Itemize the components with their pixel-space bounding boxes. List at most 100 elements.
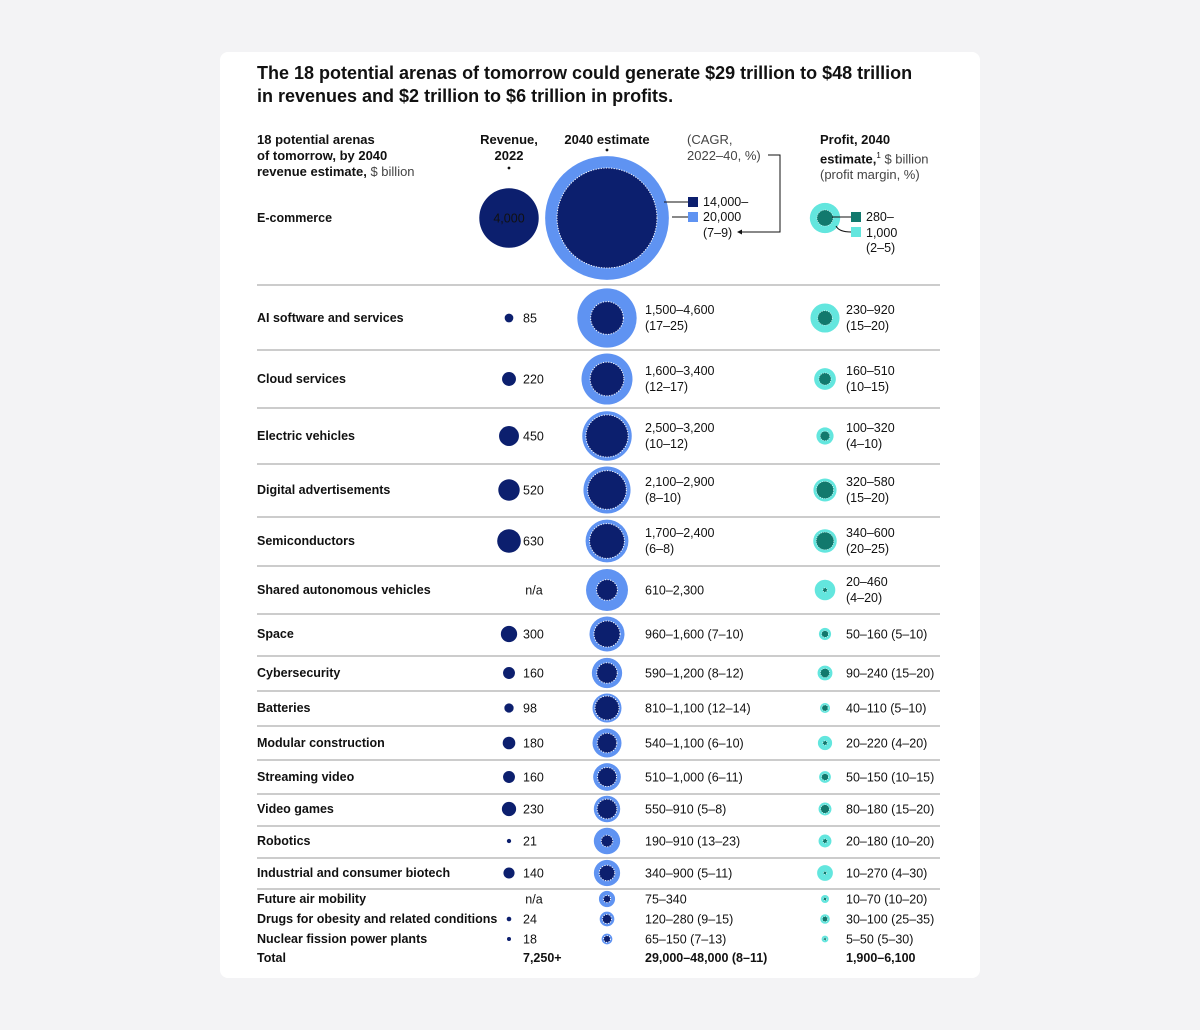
profit-value: 320–580 (846, 475, 895, 489)
profit-value: 10–270 (4–30) (846, 867, 927, 881)
row-label: Digital advertisements (257, 483, 390, 497)
legend-profit-leader-high (835, 225, 852, 233)
profit-value: 160–510 (846, 364, 895, 378)
row-label: Space (257, 627, 294, 641)
estimate-value: 2,500–3,200 (645, 421, 715, 435)
estimate-low-circle (602, 894, 612, 904)
estimate-value: 550–910 (5–8) (645, 803, 726, 817)
chart-title: The 18 potential arenas of tomorrow coul… (257, 63, 913, 106)
estimate-value: 1,600–3,400 (645, 364, 715, 378)
profit-value: 40–110 (5–10) (846, 702, 926, 716)
estimate-low-circle (603, 935, 611, 943)
header-revenue-line2: 2022 (494, 148, 524, 163)
row-label: Future air mobility (257, 892, 366, 906)
estimate-value: 190–910 (13–23) (645, 835, 740, 849)
header-profit-line2: estimate, (820, 151, 877, 167)
legend-cagr-arrowhead (737, 229, 742, 235)
header-cagr-line2: 2022–40, %) (687, 148, 761, 163)
header-arenas: 18 potential arenas of tomorrow, by 2040… (257, 132, 457, 180)
profit-low-circle (823, 937, 827, 941)
legend-profit-swatch-high (851, 227, 861, 237)
row-label: Nuclear fission power plants (257, 932, 427, 946)
estimate-value: 590–1,200 (8–12) (645, 667, 744, 681)
profit-value: 50–160 (5–10) (846, 628, 927, 642)
revenue-2022-value: 180 (523, 737, 544, 751)
profit-low-circle (823, 871, 827, 875)
revenue-2022-value: 520 (523, 484, 544, 498)
profit-value: 5–50 (5–30) (846, 933, 913, 947)
legend-cagr-bracket (740, 154, 781, 233)
revenue-2022-dot (506, 838, 512, 844)
estimate-low-circle (556, 167, 658, 269)
row-label: Cloud services (257, 372, 346, 386)
profit-margin: (10–15) (846, 380, 889, 394)
legend-profit-line1: 280– (866, 210, 894, 224)
estimate-low-circle (590, 301, 624, 335)
estimate-low-circle (596, 579, 618, 601)
row-label: E-commerce (257, 211, 332, 225)
revenue-2022-dot (497, 529, 521, 553)
profit-margin: (15–20) (846, 319, 889, 333)
profit-value: 100–320 (846, 421, 895, 435)
revenue-2022-value: 18 (523, 933, 537, 947)
estimate-cagr: (8–10) (645, 491, 681, 505)
legend-swatch-high (688, 212, 698, 222)
profit-value: 340–600 (846, 526, 895, 540)
revenue-2022-value: 160 (523, 771, 544, 785)
legend-profit-swatch-low (851, 212, 861, 222)
profit-low-circle (819, 430, 831, 442)
header-arenas-line2: of tomorrow, by 2040 (257, 148, 388, 163)
revenue-2022-dot (503, 771, 515, 783)
estimate-value: 960–1,600 (7–10) (645, 628, 744, 642)
revenue-2022-value: 160 (523, 667, 544, 681)
row-label: Electric vehicles (257, 429, 355, 443)
revenue-2022-dot (504, 703, 514, 713)
estimate-low-circle (596, 766, 618, 788)
estimate-low-circle (596, 662, 618, 684)
profit-low-circle (820, 668, 830, 678)
total-estimate: 29,000–48,000 (8–11) (645, 951, 767, 965)
revenue-2022-dot (503, 667, 515, 679)
header-arenas-line1: 18 potential arenas (257, 132, 375, 147)
profit-low-circle (820, 804, 830, 814)
estimate-low-circle (598, 864, 616, 882)
row-label: AI software and services (257, 311, 404, 325)
profit-low-circle (821, 704, 829, 712)
header-revenue-line1: Revenue, (480, 132, 538, 147)
profit-margin: (4–10) (846, 437, 882, 451)
revenue-2022-dot (501, 801, 517, 817)
profit-low-circle (816, 481, 834, 499)
revenue-2022-dot (507, 937, 511, 941)
profit-low-circle (817, 310, 833, 326)
revenue-2022-value: 300 (523, 628, 544, 642)
revenue-2022-value: 230 (523, 803, 544, 817)
legend-profit-line3: (2–5) (866, 241, 895, 255)
estimate-value: 120–280 (9–15) (645, 913, 733, 927)
profit-value: 10–70 (10–20) (846, 893, 927, 907)
estimate-low-circle (601, 913, 613, 925)
revenue-2022-value: 140 (523, 867, 544, 881)
estimate-value: 2,100–2,900 (645, 475, 715, 489)
header-profit-unit: $ billion (880, 151, 929, 167)
revenue-2022-value: 98 (523, 702, 537, 716)
profit-low-circle (815, 531, 835, 551)
revenue-2022-dot (503, 867, 515, 879)
row-label: Batteries (257, 701, 311, 715)
total-profit: 1,900–6,100 (846, 951, 916, 965)
header-revenue: Revenue, 2022 (470, 132, 548, 164)
profit-low-circle (822, 838, 828, 844)
estimate-low-circle (596, 732, 618, 754)
estimate-value: 1,500–4,600 (645, 303, 715, 317)
revenue-2022-dot (504, 313, 514, 323)
row-label: Industrial and consumer biotech (257, 866, 450, 880)
profit-value: 20–220 (4–20) (846, 737, 927, 751)
profit-value: 20–460 (846, 575, 888, 589)
revenue-2022-dot (502, 372, 516, 386)
profit-low-circle (818, 372, 832, 386)
revenue-2022-dot (500, 625, 518, 643)
header-profit-margin: (profit margin, %) (820, 167, 920, 183)
profit-low-circle (821, 630, 829, 638)
revenue-2022-dot (499, 426, 519, 446)
header-arenas-line3: revenue estimate, (257, 164, 367, 179)
row-label: Cybersecurity (257, 666, 340, 680)
